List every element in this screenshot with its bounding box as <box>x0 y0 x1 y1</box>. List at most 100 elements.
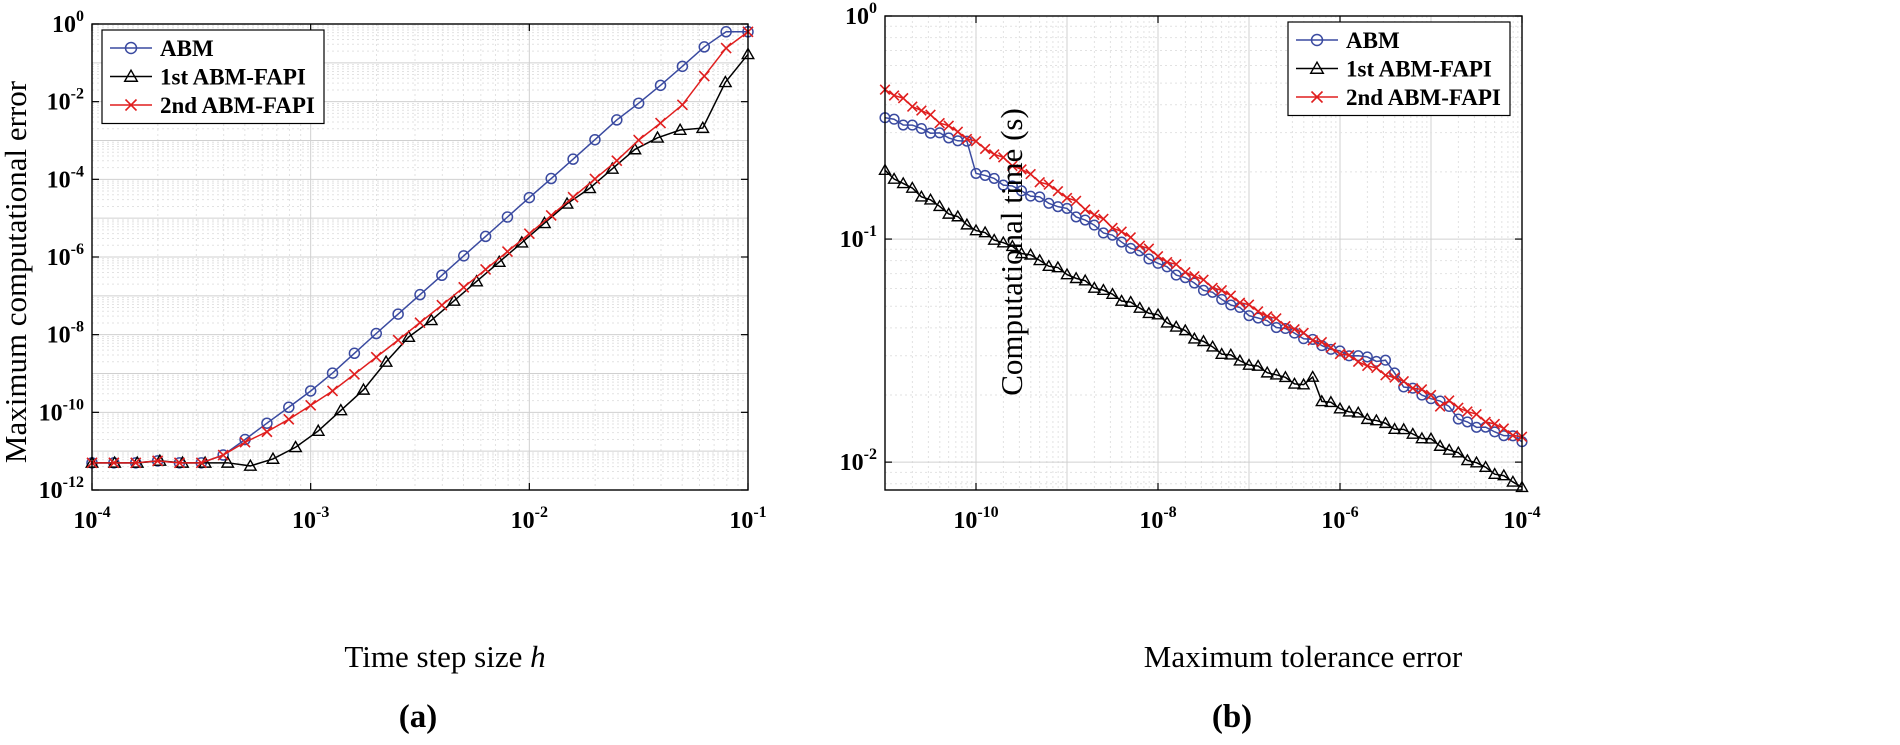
data-point-circle <box>124 41 138 55</box>
data-point-x <box>943 120 955 132</box>
data-point-triangle <box>673 122 688 136</box>
data-point-x <box>523 228 535 240</box>
data-point-circle <box>283 401 295 414</box>
data-point-x <box>1034 176 1046 188</box>
data-point-triangle <box>356 382 371 395</box>
data-point-circle <box>523 191 536 204</box>
data-point-x <box>1243 299 1255 311</box>
series-1st-abm-fapi <box>878 163 1529 493</box>
data-point-circle <box>1006 180 1018 192</box>
y-tick-label: 10-1 <box>840 223 877 253</box>
data-point-triangle <box>1169 319 1183 332</box>
data-point-x <box>392 334 404 346</box>
data-point-x <box>934 117 945 129</box>
data-point-triangle <box>1387 422 1402 435</box>
chart-panel-b: 10-10 10-8 10-6 10-4 10-2 10-1 100 ABM 1st ABM-… <box>840 0 1541 735</box>
data-point-x <box>988 148 1000 160</box>
data-point-circle <box>1088 219 1100 231</box>
x-tick-label: 10-10 <box>953 504 998 534</box>
data-point-circle <box>217 449 229 461</box>
x-tick-label: 10-1 <box>729 504 766 534</box>
data-point-triangle <box>333 403 348 416</box>
data-point-x <box>1407 382 1419 394</box>
data-point-circle <box>457 250 470 262</box>
x-tick-label: 10-4 <box>1503 504 1540 534</box>
data-point-triangle <box>1378 416 1393 429</box>
data-point-triangle <box>1196 334 1211 347</box>
data-point-triangle <box>1142 306 1156 319</box>
data-point-x <box>1507 430 1519 441</box>
x-tick-label: 10-3 <box>292 504 329 534</box>
data-point-triangle <box>1160 315 1174 328</box>
data-point-circle <box>1061 202 1073 214</box>
data-point-x <box>239 436 251 448</box>
data-point-circle <box>698 41 711 53</box>
data-point-x <box>897 92 909 104</box>
data-point-x <box>1152 250 1164 262</box>
data-point-circle <box>1307 333 1319 345</box>
data-point-circle <box>326 367 339 379</box>
data-point-circle <box>436 269 448 282</box>
series-b <box>878 84 1529 493</box>
data-point-triangle <box>1442 443 1456 455</box>
data-point-x <box>414 317 426 329</box>
data-point-triangle <box>951 209 965 222</box>
data-point-x <box>173 457 186 469</box>
data-point-circle <box>414 288 426 301</box>
data-point-x <box>1498 423 1510 434</box>
data-point-circle <box>589 133 601 146</box>
data-point-x <box>1007 160 1018 172</box>
data-point-x <box>1280 320 1291 332</box>
data-point-triangle <box>1333 401 1347 414</box>
data-point-x <box>1371 362 1382 374</box>
data-point-triangle <box>1242 358 1256 370</box>
data-point-triangle <box>1515 480 1529 493</box>
data-point-triangle <box>1224 347 1238 360</box>
data-point-x <box>1125 231 1137 243</box>
data-point-x <box>611 155 623 167</box>
legend-item: 1st ABM-FAPI <box>110 65 306 90</box>
data-point-x <box>916 105 927 116</box>
data-point-triangle <box>1123 295 1138 307</box>
chart-panel-a: 10-4 10-3 10-2 10-1 10-12 10-10 10-8 10-6 10-4 10… <box>0 8 767 735</box>
data-point-triangle <box>311 423 326 436</box>
data-point-x <box>1307 335 1319 346</box>
data-point-triangle <box>1069 271 1083 284</box>
data-point-triangle <box>537 216 552 229</box>
data-point-triangle <box>627 142 642 155</box>
data-point-triangle <box>896 176 910 189</box>
data-point-x <box>952 126 964 138</box>
data-point-x <box>1170 258 1182 270</box>
data-point-x <box>1270 313 1282 324</box>
data-point-x <box>130 457 142 469</box>
data-point-x <box>1134 240 1146 252</box>
legend-label: 1st ABM-FAPI <box>160 65 306 90</box>
legend-label: 2nd ABM-FAPI <box>1346 85 1501 110</box>
data-point-x <box>1425 389 1437 401</box>
data-point-circle <box>961 135 973 147</box>
x-tick-label: 10-4 <box>73 504 110 534</box>
legend-a: ABM 1st ABM-FAPI 2nd ABM-FAPI <box>101 29 325 125</box>
data-point-triangle <box>123 68 139 82</box>
data-point-triangle <box>560 196 574 209</box>
data-point-triangle <box>379 354 394 367</box>
data-point-circle <box>567 153 579 165</box>
data-point-x <box>1316 336 1328 348</box>
data-point-x <box>970 135 982 147</box>
data-point-triangle <box>987 233 1001 245</box>
data-point-triangle <box>978 225 992 238</box>
data-point-x <box>1252 306 1264 317</box>
data-point-x <box>1107 222 1118 234</box>
data-point-triangle <box>1433 439 1447 451</box>
data-point-triangle <box>266 451 280 464</box>
data-point-triangle <box>582 181 597 194</box>
data-point-triangle <box>446 293 461 306</box>
data-point-circle <box>611 114 623 126</box>
data-point-triangle <box>1396 422 1411 435</box>
data-point-triangle <box>401 329 416 343</box>
data-point-x <box>1443 395 1455 406</box>
data-point-triangle <box>960 217 974 230</box>
data-point-triangle <box>1214 347 1229 359</box>
data-point-triangle <box>1005 239 1020 252</box>
